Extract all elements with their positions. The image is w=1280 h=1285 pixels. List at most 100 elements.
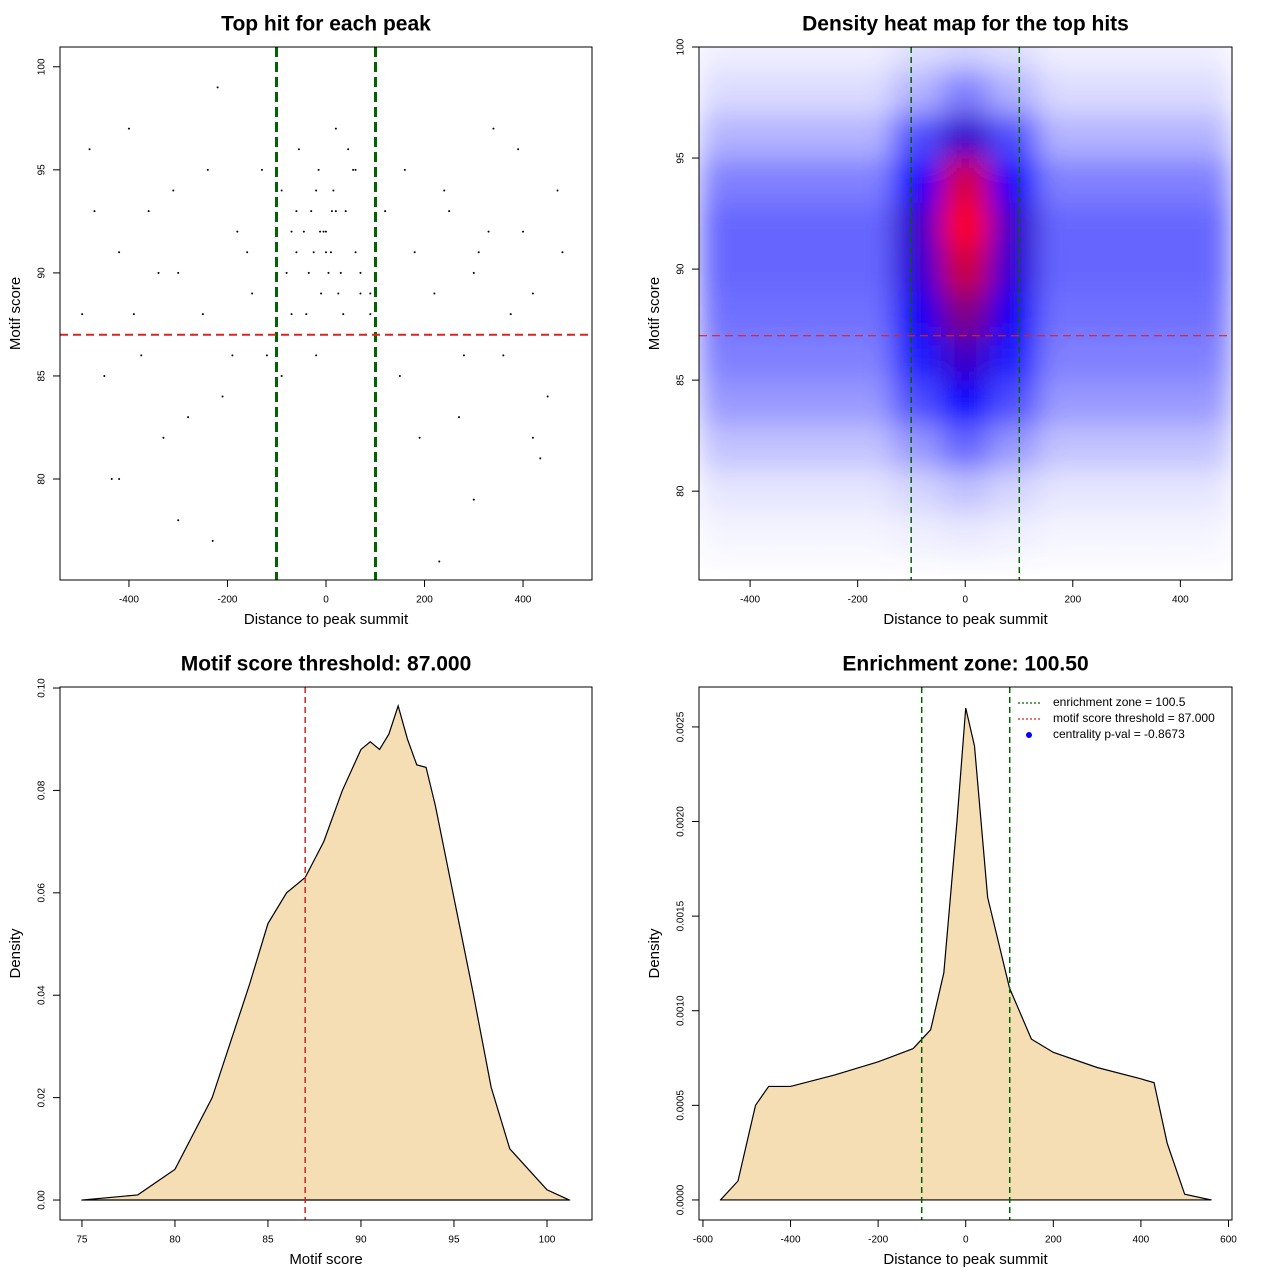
panel-title: Motif score threshold: 87.000 <box>181 653 472 676</box>
heat-cell <box>989 291 1039 337</box>
panel-title: Top hit for each peak <box>221 13 431 36</box>
heat-cell <box>699 424 748 470</box>
heat-cell <box>1134 47 1184 70</box>
point <box>325 251 327 254</box>
y-tick-label: 80 <box>37 473 48 485</box>
point <box>216 86 219 89</box>
point <box>458 416 460 419</box>
heat-cell <box>941 380 990 426</box>
point <box>522 230 525 233</box>
point <box>337 292 340 295</box>
heat-cell <box>1037 158 1087 203</box>
heat-cell <box>699 468 748 514</box>
density-area <box>81 703 570 1201</box>
heat-cell <box>941 424 990 470</box>
heat-cell <box>892 69 942 115</box>
point <box>315 189 318 192</box>
point <box>320 292 323 295</box>
point <box>310 210 313 213</box>
point <box>354 251 357 254</box>
heat-cell <box>941 158 990 203</box>
point <box>531 292 534 295</box>
x-tick-label: -400 <box>119 595 139 606</box>
heat-cell <box>795 424 845 470</box>
x-tick-label: 95 <box>448 1235 460 1246</box>
heat-cell <box>1037 69 1087 115</box>
point <box>312 251 315 254</box>
point <box>201 313 204 316</box>
legend-label: enrichment zone = 100.5 <box>1053 695 1186 709</box>
point <box>177 519 180 522</box>
point <box>347 148 350 151</box>
panel-title: Enrichment zone: 100.50 <box>842 653 1088 676</box>
legend-label: motif score threshold = 87.000 <box>1053 711 1215 725</box>
heat-cell <box>1134 246 1184 292</box>
heat-cell <box>892 202 942 248</box>
heat-cell <box>795 246 845 292</box>
x-tick-label: -200 <box>868 1235 888 1246</box>
point <box>302 230 305 233</box>
heat-cell <box>844 513 894 559</box>
heat-cell <box>747 246 797 292</box>
heat-cell <box>747 380 797 426</box>
x-axis-title: Distance to peak summit <box>883 611 1048 628</box>
x-tick-label: 80 <box>169 1235 181 1246</box>
heat-cell <box>795 468 845 514</box>
point <box>413 251 416 254</box>
heat-cell <box>699 158 748 203</box>
point <box>334 210 337 213</box>
heat-cell <box>1086 202 1136 248</box>
heat-cell <box>892 424 942 470</box>
heat-cell <box>941 468 990 514</box>
panel: Density heat map for the top hits Distanc… <box>646 13 1233 628</box>
point <box>502 354 505 357</box>
point <box>339 271 342 274</box>
x-axis-title: Distance to peak summit <box>244 611 409 628</box>
heat-cell <box>1086 291 1136 337</box>
heat-cell <box>844 158 894 203</box>
point <box>265 354 268 357</box>
point <box>305 313 308 316</box>
y-tick-label: 90 <box>37 267 48 279</box>
heat-cell <box>1086 468 1136 514</box>
heat-cell <box>1037 380 1087 426</box>
heat-cell <box>699 291 748 337</box>
x-tick-label: 400 <box>515 595 532 606</box>
heat-cell <box>989 468 1039 514</box>
point <box>369 313 372 316</box>
heat-cell <box>989 158 1039 203</box>
point <box>472 271 475 274</box>
y-tick-label: 0.02 <box>37 1087 48 1107</box>
panel: Motif score threshold: 87.000 Motif score… <box>7 653 593 1268</box>
y-tick-label: 95 <box>676 152 687 164</box>
heat-cell <box>1037 113 1087 159</box>
point <box>315 354 318 357</box>
heat-cell <box>1086 246 1136 292</box>
heat-cell <box>1183 202 1232 248</box>
point <box>561 251 564 254</box>
x-axis-title: Distance to peak summit <box>883 1251 1048 1268</box>
panel: Top hit for each peak Distance to peak su… <box>7 13 593 628</box>
heat-cell <box>1134 468 1184 514</box>
x-tick-label: -600 <box>693 1235 713 1246</box>
heat-cell <box>844 69 894 115</box>
point <box>556 189 559 192</box>
y-axis-title: Density <box>646 928 663 979</box>
x-tick-label: 200 <box>1064 595 1081 606</box>
point <box>509 313 512 316</box>
heat-cell <box>1086 424 1136 470</box>
heat-cell <box>941 47 990 70</box>
point <box>477 251 480 254</box>
heat-cell <box>844 335 894 381</box>
heat-cell <box>892 513 942 559</box>
heat-cell <box>795 47 845 70</box>
heat-cell <box>1086 158 1136 203</box>
heat-cell <box>892 113 942 159</box>
heat-cell <box>1037 424 1087 470</box>
heat-cell <box>795 69 845 115</box>
point <box>236 230 239 233</box>
point <box>221 395 224 398</box>
x-tick-label: 400 <box>1133 1235 1150 1246</box>
y-tick-label: 95 <box>37 164 48 176</box>
heat-cell <box>747 47 797 70</box>
